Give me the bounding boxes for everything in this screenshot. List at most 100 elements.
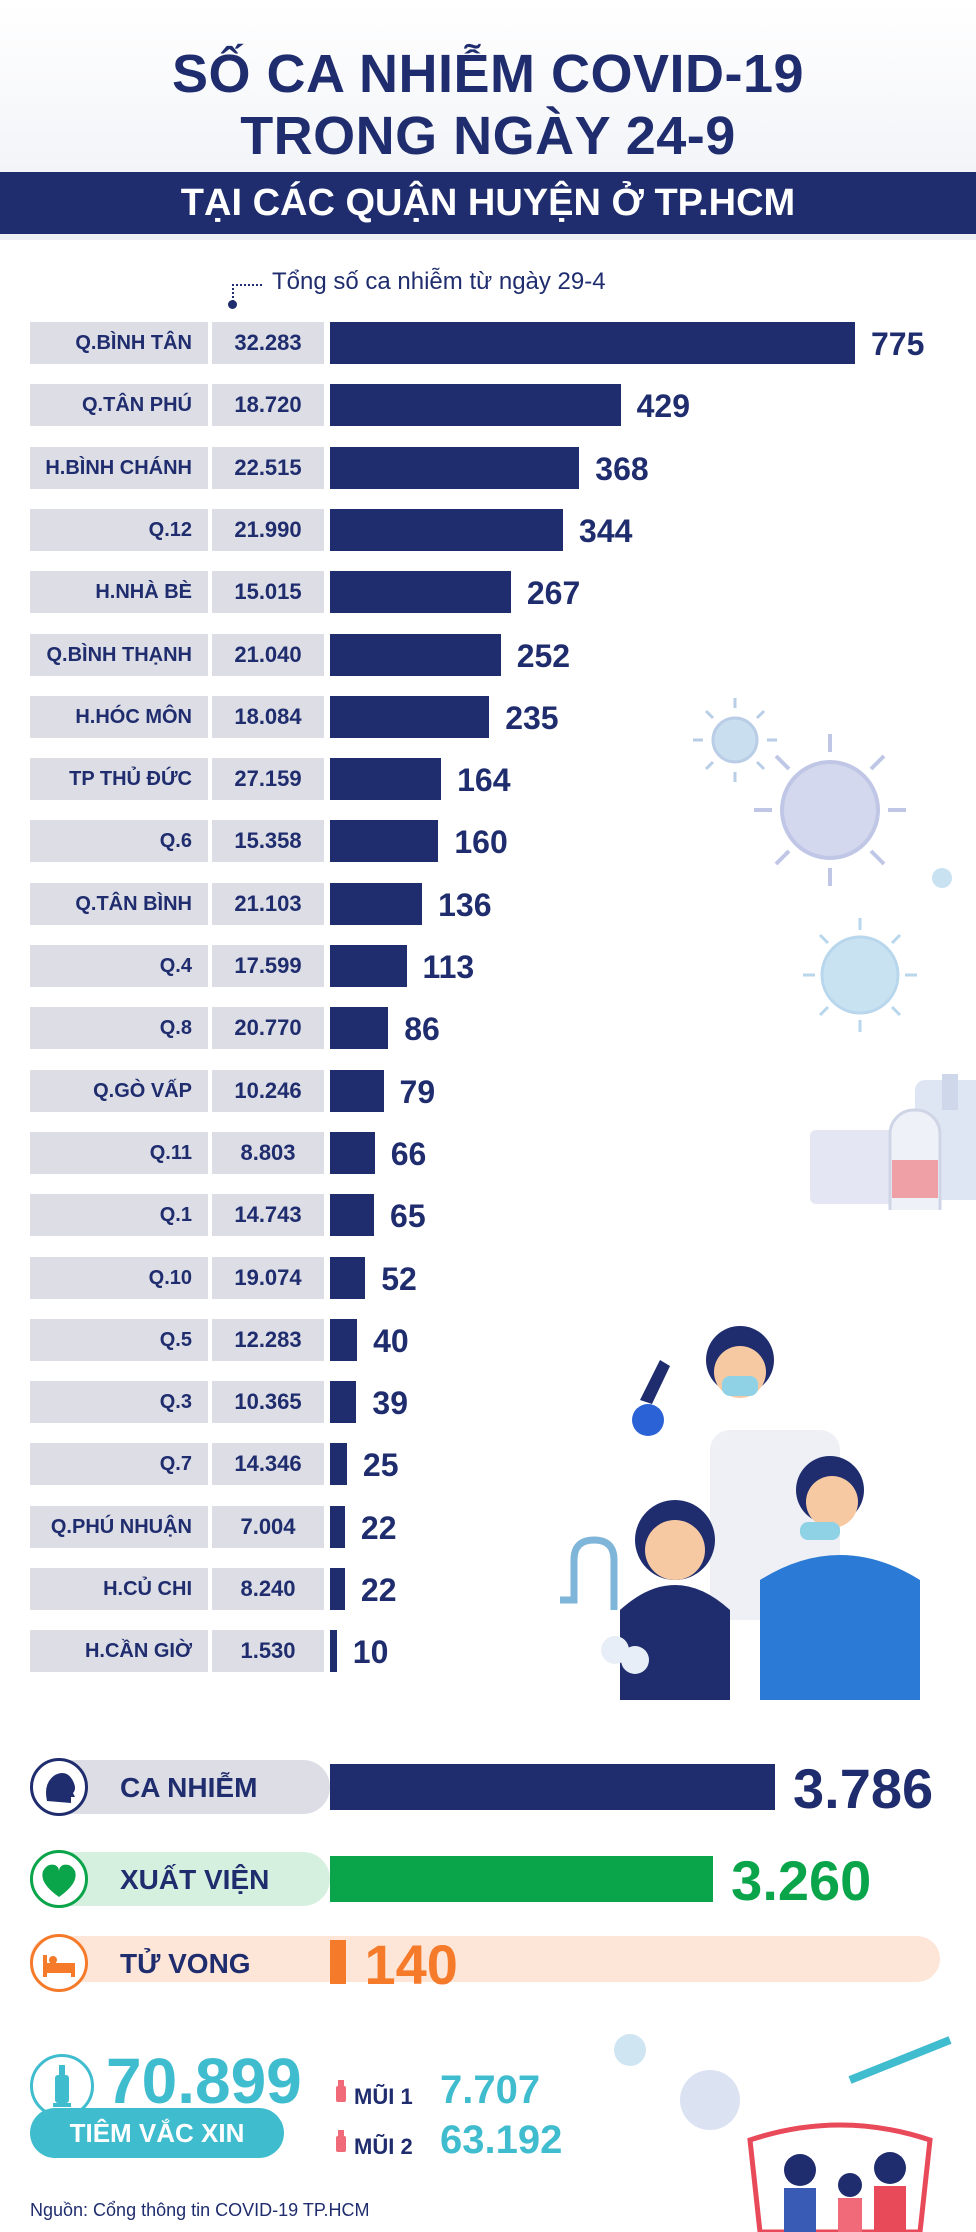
district-total: 8.803	[212, 1132, 324, 1174]
district-bar	[330, 1506, 345, 1548]
district-value: 65	[390, 1198, 426, 1234]
district-label: Q.11	[30, 1132, 208, 1174]
district-label: Q.TÂN BÌNH	[30, 883, 208, 925]
note-text: Tổng số ca nhiễm từ ngày 29-4	[272, 268, 606, 295]
district-bar	[330, 1381, 357, 1423]
district-value: 86	[404, 1011, 440, 1047]
district-total: 7.004	[212, 1506, 324, 1548]
title-line-1: SỐ CA NHIỄM COVID-19	[171, 44, 805, 104]
district-total: 21.990	[212, 509, 324, 551]
district-total: 21.040	[212, 634, 324, 676]
district-bar	[330, 1630, 337, 1672]
dose1-vial-icon	[336, 2080, 346, 2102]
district-label: Q.1	[30, 1194, 208, 1236]
district-label: Q.7	[30, 1443, 208, 1485]
district-value: 22	[360, 1510, 397, 1546]
district-value: 10	[352, 1634, 389, 1670]
district-label: Q.TÂN PHÚ	[30, 384, 208, 426]
district-bar	[330, 820, 439, 862]
note-dot	[228, 300, 237, 309]
subtitle-band	[0, 172, 976, 234]
district-bar	[330, 322, 855, 364]
district-label: Q.10	[30, 1257, 208, 1299]
district-value: 235	[505, 700, 559, 736]
district-total: 15.358	[212, 820, 324, 862]
district-label: Q.PHÚ NHUẬN	[30, 1506, 208, 1548]
district-label: Q.BÌNH THẠNH	[30, 634, 208, 676]
district-bar	[330, 696, 490, 738]
note-leader-vertical	[232, 284, 234, 302]
district-bar	[330, 571, 511, 613]
subtitle: TẠI CÁC QUẬN HUYỆN Ở TP.HCM	[180, 182, 796, 224]
dose2-value: 63.192	[440, 2118, 563, 2162]
district-label: H.BÌNH CHÁNH	[30, 447, 208, 489]
district-bar	[330, 1007, 389, 1049]
district-total: 27.159	[212, 758, 324, 800]
district-label: Q.5	[30, 1319, 208, 1361]
title-line-2: TRONG NGÀY 24-9	[240, 106, 736, 166]
district-label: Q.4	[30, 945, 208, 987]
district-value: 52	[381, 1261, 417, 1297]
vaccine-label: TIÊM VẮC XIN	[69, 2118, 245, 2148]
district-value: 775	[871, 326, 925, 362]
ca-nhiem-label: CA NHIỄM	[120, 1772, 258, 1803]
district-bar	[330, 1319, 358, 1361]
tu-vong-value: 140	[364, 1933, 458, 1996]
head-icon	[46, 1773, 75, 1803]
family-shield-illustration	[614, 2034, 952, 2232]
district-total: 8.240	[212, 1568, 324, 1610]
district-total: 17.599	[212, 945, 324, 987]
xuat-vien-value: 3.260	[731, 1849, 872, 1912]
ca-nhiem-bar	[330, 1764, 775, 1810]
district-total: 32.283	[212, 322, 324, 364]
district-value: 79	[399, 1074, 436, 1110]
district-total: 12.283	[212, 1319, 324, 1361]
district-label: Q.6	[30, 820, 208, 862]
district-value: 429	[636, 388, 690, 424]
district-value: 344	[579, 513, 633, 549]
xuat-vien-label: XUẤT VIỆN	[120, 1864, 270, 1895]
district-bar	[330, 634, 501, 676]
note-leader-line	[232, 284, 262, 286]
dose2-vial-icon	[336, 2130, 346, 2152]
vaccine-total: 70.899	[106, 2045, 302, 2117]
district-bar	[330, 758, 442, 800]
syringe-icon	[53, 2065, 71, 2107]
xuat-vien-icon-circle	[30, 1850, 88, 1908]
xuat-vien-bar	[330, 1856, 714, 1902]
district-value: 40	[373, 1323, 409, 1359]
district-bar	[330, 1132, 375, 1174]
district-value: 66	[390, 1136, 427, 1172]
district-total: 20.770	[212, 1007, 324, 1049]
district-bar	[330, 883, 423, 925]
district-value: 160	[454, 824, 508, 860]
virus-illustration	[693, 698, 976, 1210]
district-label: Q.3	[30, 1381, 208, 1423]
tu-vong-bar	[330, 1940, 347, 1984]
people-illustration	[560, 1326, 920, 1700]
tu-vong-pill	[30, 1936, 940, 1982]
tu-vong-label: TỬ VONG	[120, 1948, 251, 1979]
district-label: Q.BÌNH TÂN	[30, 322, 208, 364]
district-value: 252	[516, 638, 571, 674]
district-total: 10.246	[212, 1070, 324, 1112]
district-label: H.HÓC MÔN	[30, 696, 208, 738]
district-bar	[330, 1070, 384, 1112]
dose2-label: MŨI 2	[354, 2134, 413, 2159]
district-bar	[330, 1568, 345, 1610]
district-total: 10.365	[212, 1381, 324, 1423]
district-bar	[330, 509, 564, 551]
dose1-value: 7.707	[440, 2068, 541, 2112]
district-total: 14.346	[212, 1443, 324, 1485]
heart-icon	[42, 1864, 76, 1897]
district-total: 18.720	[212, 384, 324, 426]
district-label: Q.12	[30, 509, 208, 551]
district-total: 18.084	[212, 696, 324, 738]
district-value: 164	[457, 762, 511, 798]
district-value: 136	[438, 887, 492, 923]
bed-icon	[43, 1955, 75, 1977]
district-bar	[330, 945, 407, 987]
vaccine-label-pill	[30, 2108, 284, 2158]
district-total: 15.015	[212, 571, 324, 613]
district-total: 22.515	[212, 447, 324, 489]
